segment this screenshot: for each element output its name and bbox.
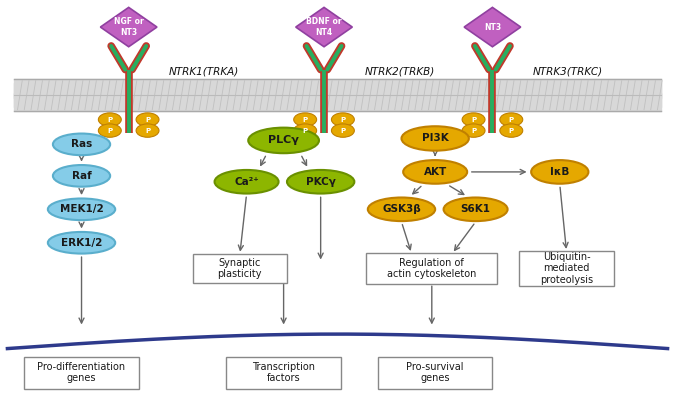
FancyBboxPatch shape — [226, 357, 341, 389]
Text: NTRK2(TRKB): NTRK2(TRKB) — [364, 66, 435, 77]
Text: BDNF or
NT4: BDNF or NT4 — [306, 17, 342, 37]
Text: PI3K: PI3K — [422, 134, 449, 143]
Ellipse shape — [403, 160, 467, 184]
Circle shape — [462, 113, 485, 126]
FancyBboxPatch shape — [366, 253, 497, 284]
Circle shape — [136, 124, 159, 137]
Ellipse shape — [215, 170, 279, 194]
Text: P: P — [302, 117, 308, 122]
Text: MEK1/2: MEK1/2 — [59, 204, 103, 214]
Ellipse shape — [248, 128, 319, 153]
Ellipse shape — [53, 134, 110, 155]
Text: NGF or
NT3: NGF or NT3 — [114, 17, 144, 37]
Circle shape — [99, 124, 122, 137]
Text: Pro-differentiation
genes: Pro-differentiation genes — [38, 362, 126, 384]
Ellipse shape — [531, 160, 589, 184]
Polygon shape — [296, 8, 352, 47]
Text: NTRK3(TRKC): NTRK3(TRKC) — [533, 66, 603, 77]
Circle shape — [136, 113, 159, 126]
Text: AKT: AKT — [423, 167, 447, 177]
Ellipse shape — [287, 170, 354, 194]
Circle shape — [294, 124, 317, 137]
Polygon shape — [464, 8, 520, 47]
Text: PKCγ: PKCγ — [306, 177, 335, 187]
Text: P: P — [145, 128, 150, 134]
Text: P: P — [471, 117, 476, 122]
FancyBboxPatch shape — [24, 357, 139, 389]
Text: Transcription
factors: Transcription factors — [252, 362, 315, 384]
Text: P: P — [509, 128, 514, 134]
Ellipse shape — [368, 198, 435, 221]
Text: P: P — [107, 128, 112, 134]
Circle shape — [99, 113, 122, 126]
Text: Ca²⁺: Ca²⁺ — [234, 177, 259, 187]
Circle shape — [294, 113, 317, 126]
Text: P: P — [471, 128, 476, 134]
Text: NT3: NT3 — [484, 23, 501, 32]
FancyBboxPatch shape — [519, 251, 614, 286]
Text: GSK3β: GSK3β — [382, 204, 421, 214]
Text: P: P — [145, 117, 150, 122]
Text: NTRK1(TRKA): NTRK1(TRKA) — [169, 66, 240, 77]
Text: S6K1: S6K1 — [460, 204, 491, 214]
Text: IκB: IκB — [550, 167, 570, 177]
Text: Synaptic
plasticity: Synaptic plasticity — [217, 258, 262, 279]
Ellipse shape — [402, 126, 469, 150]
Text: Pro-survival
genes: Pro-survival genes — [406, 362, 464, 384]
Circle shape — [500, 113, 522, 126]
Ellipse shape — [53, 165, 110, 187]
Text: ERK1/2: ERK1/2 — [61, 238, 102, 248]
Text: PLCγ: PLCγ — [268, 135, 299, 145]
Text: P: P — [340, 128, 346, 134]
Text: Regulation of
actin cytoskeleton: Regulation of actin cytoskeleton — [387, 258, 477, 279]
Circle shape — [331, 113, 354, 126]
FancyBboxPatch shape — [192, 254, 287, 283]
Text: Raf: Raf — [72, 171, 91, 181]
Text: P: P — [302, 128, 308, 134]
Text: Ubiquitin-
mediated
proteolysis: Ubiquitin- mediated proteolysis — [540, 252, 593, 285]
FancyBboxPatch shape — [378, 357, 493, 389]
Text: P: P — [340, 117, 346, 122]
Circle shape — [331, 124, 354, 137]
Circle shape — [500, 124, 522, 137]
Ellipse shape — [443, 198, 508, 221]
Polygon shape — [101, 8, 157, 47]
Ellipse shape — [48, 232, 115, 254]
Text: P: P — [107, 117, 112, 122]
Ellipse shape — [48, 198, 115, 220]
Text: Ras: Ras — [71, 139, 92, 149]
Text: P: P — [509, 117, 514, 122]
Circle shape — [462, 124, 485, 137]
